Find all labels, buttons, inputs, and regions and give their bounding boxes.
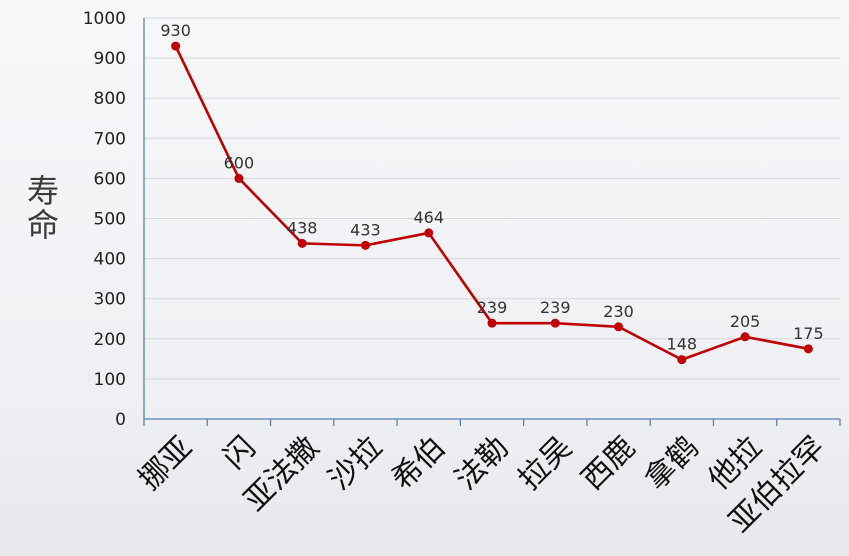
data-label: 239	[477, 298, 508, 317]
x-tick-label: 拿鹤	[638, 430, 705, 497]
data-point	[424, 228, 434, 238]
x-tick-label: 法勒	[448, 430, 515, 497]
data-label: 148	[667, 335, 698, 354]
data-point	[171, 41, 181, 51]
y-tick-label: 900	[94, 49, 126, 69]
data-point	[677, 355, 687, 365]
data-label: 600	[224, 153, 255, 172]
y-tick-label: 800	[94, 89, 126, 109]
y-tick-label: 100	[94, 370, 126, 390]
data-point	[487, 318, 497, 328]
y-tick-label: 500	[94, 210, 126, 230]
data-label: 433	[350, 220, 381, 239]
y-axis-label: 寿命	[22, 174, 60, 242]
axes	[143, 18, 841, 426]
data-label: 930	[160, 21, 191, 40]
data-point	[234, 173, 244, 183]
x-tick-label: 闪	[217, 430, 263, 476]
data-point	[360, 240, 370, 250]
data-label: 230	[603, 302, 634, 321]
y-tick-label: 400	[94, 250, 126, 270]
x-tick-label: 拉吴	[512, 430, 579, 497]
data-labels: 930 600 438 433 464 239 239 230 148 205 175	[160, 21, 823, 354]
x-tick-label: 西鹿	[575, 430, 642, 497]
data-label: 239	[540, 298, 571, 317]
data-label: 205	[730, 312, 761, 331]
series-line	[171, 41, 813, 365]
data-label: 175	[793, 324, 824, 343]
data-point	[297, 238, 307, 248]
data-label: 438	[287, 218, 318, 237]
data-point	[550, 318, 560, 328]
data-label: 464	[413, 208, 444, 227]
gridlines	[144, 17, 840, 380]
y-tick-label: 0	[115, 410, 126, 430]
x-tick-label: 沙拉	[322, 430, 389, 497]
x-tick-label: 希伯	[385, 430, 452, 497]
y-tick-label: 300	[94, 290, 126, 310]
data-point	[740, 332, 750, 342]
y-axis-ticks: 0 100 200 300 400 500 600 700 800 900 1000	[83, 9, 126, 430]
data-point	[803, 344, 813, 354]
y-tick-label: 600	[94, 169, 126, 189]
x-tick-label: 挪亚	[132, 430, 199, 497]
data-point	[614, 322, 624, 332]
y-tick-label: 200	[94, 330, 126, 350]
y-tick-label: 1000	[83, 9, 126, 29]
y-tick-label: 700	[94, 129, 126, 149]
